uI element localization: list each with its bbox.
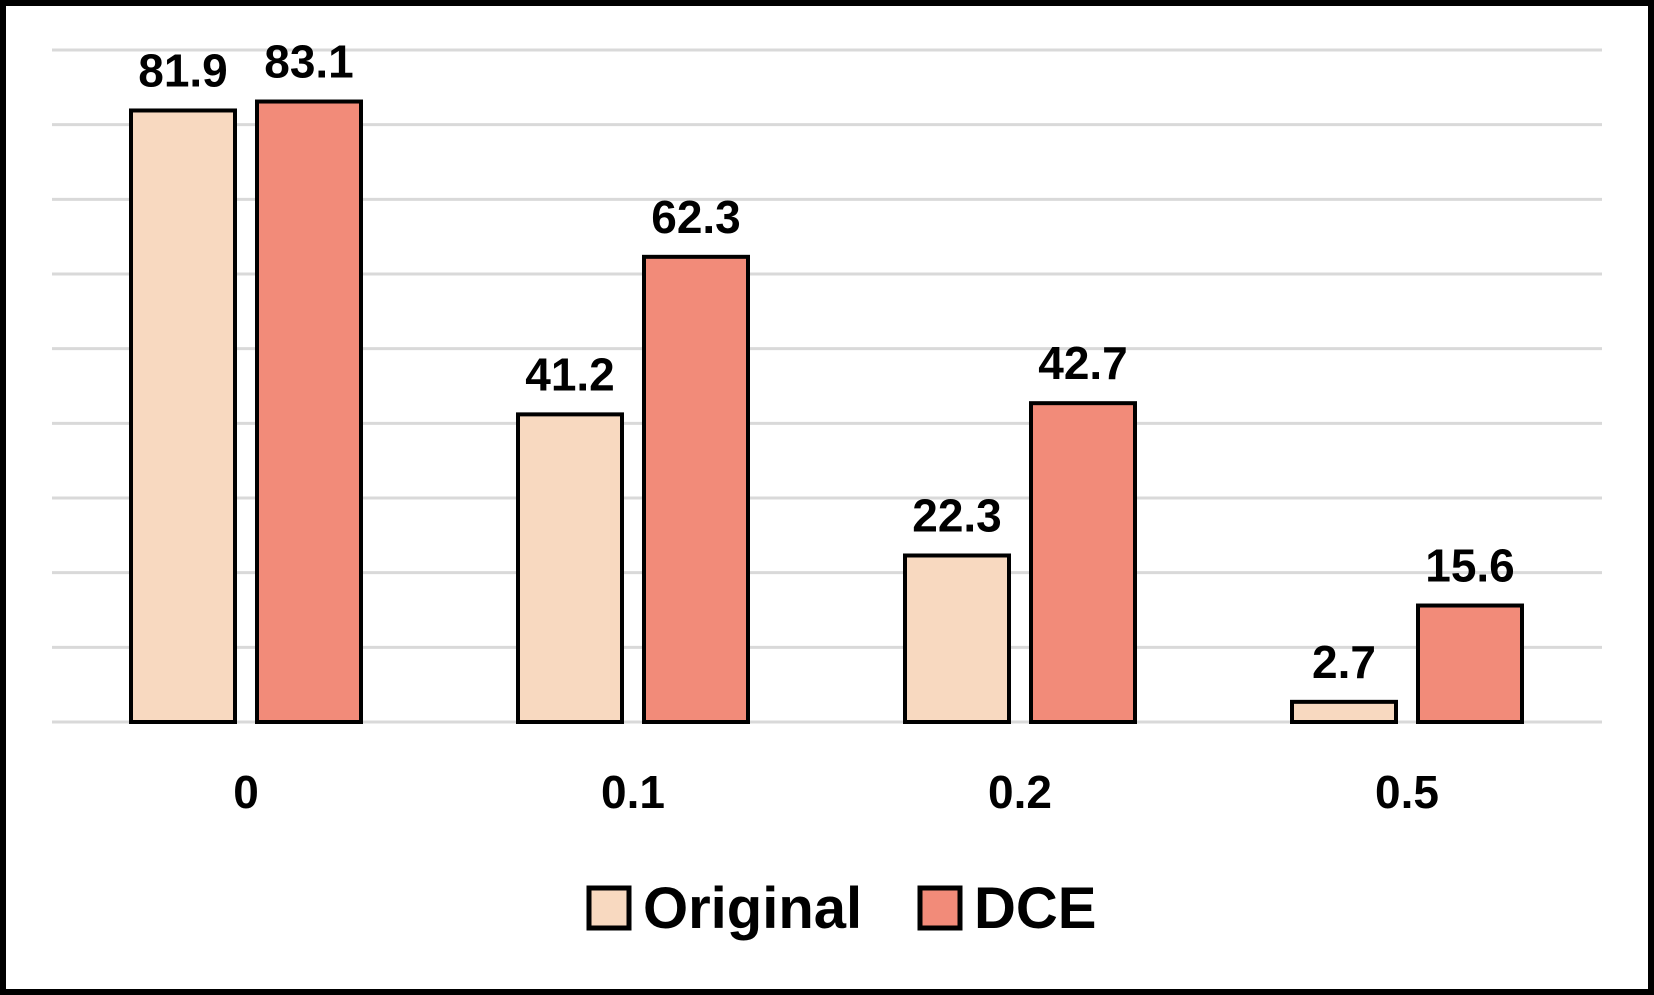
data-label: 62.3: [651, 191, 741, 243]
x-tick-label: 0: [233, 766, 259, 818]
bar-original-0: [129, 108, 237, 725]
data-label: 42.7: [1038, 337, 1128, 389]
legend: Original DCE: [586, 876, 1096, 941]
data-labels: 81.9 83.1 41.2 62.3 22.3 42.7 2.7 15.6: [138, 36, 1515, 688]
bar-dce-0: [255, 99, 363, 724]
bar-dce-0_2: [1029, 401, 1137, 724]
x-tick-label: 0.5: [1375, 766, 1439, 818]
x-axis-tick-labels: 0 0.1 0.2 0.5: [233, 766, 1439, 818]
legend-label-dce: DCE: [974, 876, 1096, 941]
bar-dce-0_5: [1416, 603, 1524, 725]
legend-swatch-original: [586, 885, 632, 931]
legend-label-original: Original: [643, 876, 862, 941]
data-label: 83.1: [264, 36, 354, 88]
x-tick-label: 0.2: [988, 766, 1052, 818]
data-label: 2.7: [1312, 636, 1376, 688]
x-tick-label: 0.1: [601, 766, 665, 818]
data-label: 81.9: [138, 44, 228, 96]
data-label: 41.2: [525, 348, 615, 400]
data-label: 15.6: [1425, 540, 1515, 592]
bars: [129, 99, 1524, 725]
bar-dce-0_1: [642, 254, 750, 724]
legend-swatch-dce: [917, 885, 963, 931]
bar-original-0_5: [1290, 699, 1398, 725]
data-label: 22.3: [912, 489, 1002, 541]
bar-original-0_2: [903, 553, 1011, 725]
bar-original-0_1: [516, 412, 624, 724]
